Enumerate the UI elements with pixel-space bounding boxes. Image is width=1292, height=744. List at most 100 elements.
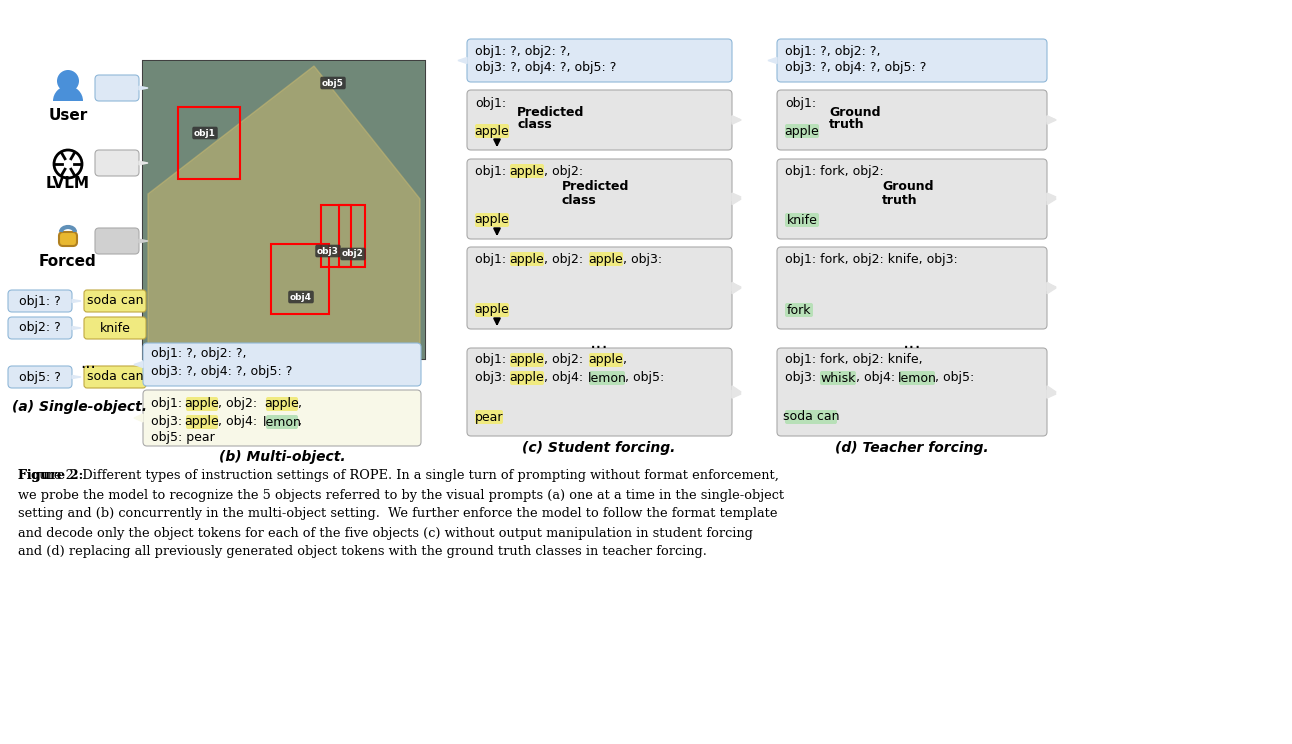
Text: soda can: soda can <box>87 371 143 383</box>
FancyBboxPatch shape <box>776 348 1047 436</box>
FancyBboxPatch shape <box>96 150 140 176</box>
Text: Forced: Forced <box>39 254 97 269</box>
Polygon shape <box>1047 116 1056 124</box>
Polygon shape <box>1047 390 1056 398</box>
Text: Figure 2:: Figure 2: <box>18 469 84 483</box>
Text: obj3:: obj3: <box>475 371 510 385</box>
Text: lemon: lemon <box>588 371 627 385</box>
Polygon shape <box>457 57 466 63</box>
FancyBboxPatch shape <box>143 390 421 446</box>
FancyBboxPatch shape <box>510 371 544 385</box>
FancyBboxPatch shape <box>466 39 733 82</box>
Text: obj1:: obj1: <box>786 97 817 111</box>
Polygon shape <box>733 283 742 291</box>
Text: truth: truth <box>829 118 864 132</box>
Text: obj1: obj1 <box>194 129 216 138</box>
Text: , obj2:: , obj2: <box>544 252 587 266</box>
Text: ,: , <box>623 353 627 367</box>
Text: obj1:: obj1: <box>475 97 506 111</box>
Text: , obj2:: , obj2: <box>544 164 583 178</box>
FancyBboxPatch shape <box>820 371 857 385</box>
Text: obj5: obj5 <box>322 79 344 88</box>
FancyBboxPatch shape <box>8 317 72 339</box>
Polygon shape <box>733 116 742 122</box>
Polygon shape <box>733 390 742 398</box>
Polygon shape <box>140 239 149 243</box>
Text: obj2: ?: obj2: ? <box>19 321 61 335</box>
FancyBboxPatch shape <box>776 247 1047 329</box>
FancyBboxPatch shape <box>266 397 298 411</box>
Text: whisk: whisk <box>820 371 855 385</box>
Text: obj1: ?, obj2: ?,: obj1: ?, obj2: ?, <box>786 45 881 57</box>
Polygon shape <box>1047 193 1056 201</box>
FancyBboxPatch shape <box>8 366 72 388</box>
Text: Ground: Ground <box>882 181 934 193</box>
Text: ,: , <box>298 415 302 429</box>
Text: apple: apple <box>589 252 623 266</box>
Text: apple: apple <box>474 214 509 226</box>
FancyBboxPatch shape <box>776 39 1047 82</box>
Text: apple: apple <box>265 397 300 411</box>
Text: obj5: pear: obj5: pear <box>151 432 214 444</box>
Text: (d) Teacher forcing.: (d) Teacher forcing. <box>835 441 988 455</box>
Text: ...: ... <box>903 333 921 351</box>
Polygon shape <box>1047 283 1056 291</box>
FancyBboxPatch shape <box>510 353 544 367</box>
Text: apple: apple <box>509 252 544 266</box>
Text: , obj2:: , obj2: <box>218 397 261 411</box>
FancyBboxPatch shape <box>589 371 625 385</box>
FancyBboxPatch shape <box>466 247 733 329</box>
Text: obj3: ?, obj4: ?, obj5: ?: obj3: ?, obj4: ?, obj5: ? <box>475 62 616 74</box>
Text: apple: apple <box>509 371 544 385</box>
Text: fork: fork <box>787 304 811 316</box>
Text: and (d) replacing all previously generated object tokens with the ground truth c: and (d) replacing all previously generat… <box>18 545 707 559</box>
FancyBboxPatch shape <box>589 252 623 266</box>
Text: obj1: fork, obj2: knife, obj3:: obj1: fork, obj2: knife, obj3: <box>786 252 957 266</box>
Polygon shape <box>1047 116 1056 122</box>
Polygon shape <box>1047 386 1056 398</box>
FancyBboxPatch shape <box>466 159 733 239</box>
Text: soda can: soda can <box>87 295 143 307</box>
Text: apple: apple <box>509 353 544 367</box>
FancyBboxPatch shape <box>786 124 819 138</box>
FancyBboxPatch shape <box>786 410 837 424</box>
Text: , obj5:: , obj5: <box>625 371 664 385</box>
FancyBboxPatch shape <box>776 159 1047 239</box>
Bar <box>143 61 425 359</box>
FancyBboxPatch shape <box>466 90 733 150</box>
Polygon shape <box>72 299 81 303</box>
FancyBboxPatch shape <box>510 164 544 178</box>
Text: ...: ... <box>80 354 96 372</box>
Text: apple: apple <box>784 124 819 138</box>
FancyBboxPatch shape <box>84 317 146 339</box>
Bar <box>320 205 351 267</box>
Text: , obj3:: , obj3: <box>623 252 662 266</box>
Text: Predicted: Predicted <box>562 181 629 193</box>
Text: ,: , <box>298 397 302 411</box>
FancyBboxPatch shape <box>899 371 935 385</box>
Text: ...: ... <box>589 333 609 351</box>
Polygon shape <box>140 86 149 90</box>
Text: lemon: lemon <box>898 371 937 385</box>
Polygon shape <box>767 57 776 63</box>
Text: lemon: lemon <box>262 415 301 429</box>
FancyBboxPatch shape <box>96 75 140 101</box>
Text: obj3:: obj3: <box>786 371 820 385</box>
Bar <box>143 61 425 359</box>
Text: LVLM: LVLM <box>47 176 90 190</box>
Polygon shape <box>72 376 81 379</box>
Text: apple: apple <box>185 415 220 429</box>
Text: and decode only the object tokens for each of the five objects (c) without outpu: and decode only the object tokens for ea… <box>18 527 753 539</box>
FancyBboxPatch shape <box>84 290 146 312</box>
Text: obj1: ?: obj1: ? <box>19 295 61 307</box>
Text: obj3: ?, obj4: ?, obj5: ?: obj3: ?, obj4: ?, obj5: ? <box>786 62 926 74</box>
Text: we probe the model to recognize the 5 objects referred to by the visual prompts : we probe the model to recognize the 5 ob… <box>18 489 784 501</box>
Polygon shape <box>134 414 143 422</box>
Text: Predicted: Predicted <box>517 106 584 118</box>
FancyBboxPatch shape <box>475 124 509 138</box>
FancyBboxPatch shape <box>475 213 509 227</box>
Polygon shape <box>149 66 420 354</box>
Circle shape <box>57 70 79 92</box>
Text: obj2: obj2 <box>342 249 364 258</box>
Polygon shape <box>733 116 742 124</box>
